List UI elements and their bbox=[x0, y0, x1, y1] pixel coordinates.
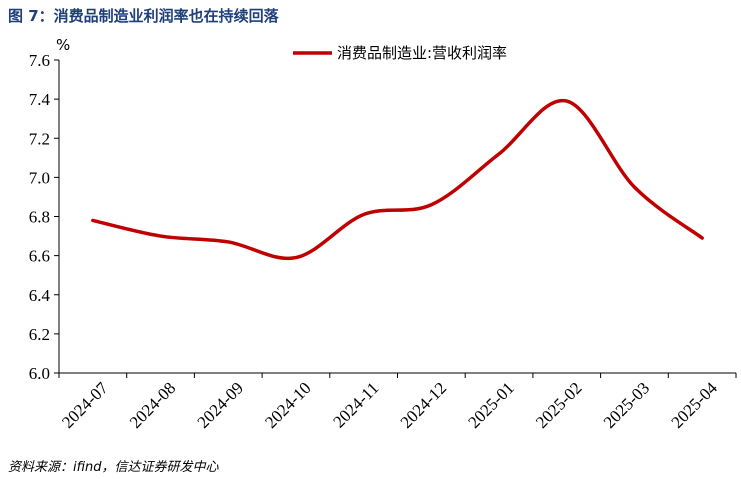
data-point bbox=[227, 240, 230, 244]
data-point bbox=[91, 219, 95, 222]
y-tick-label: 7.0 bbox=[29, 168, 50, 187]
x-tick-label: 2024-11 bbox=[329, 378, 382, 431]
x-tick-label: 2024-09 bbox=[194, 378, 248, 432]
data-point bbox=[159, 234, 162, 238]
x-tick-label: 2024-08 bbox=[126, 378, 180, 432]
y-tick-label: 6.0 bbox=[29, 364, 50, 383]
figure-title: 图 7：消费品制造业利润率也在持续回落 bbox=[8, 7, 279, 25]
data-point bbox=[700, 236, 704, 240]
y-tick-label: 6.2 bbox=[29, 325, 50, 344]
y-tick-label: 6.8 bbox=[29, 208, 50, 227]
series-layer bbox=[91, 98, 704, 261]
x-tick-label: 2024-07 bbox=[58, 378, 112, 432]
data-point bbox=[565, 99, 568, 103]
data-point bbox=[497, 152, 501, 156]
y-axis-ticks: 6.0 6.2 6.4 6.6 6.8 7.0 7.2 7.4 7.6 bbox=[29, 51, 59, 383]
x-tick-label: 2025-01 bbox=[464, 378, 518, 432]
data-point bbox=[633, 185, 636, 189]
x-tick-label: 2024-10 bbox=[261, 378, 315, 432]
y-tick-label: 7.6 bbox=[29, 51, 50, 70]
x-tick-label: 2025-04 bbox=[667, 378, 721, 432]
y-tick-label: 6.4 bbox=[29, 286, 51, 305]
data-point bbox=[294, 256, 298, 259]
y-tick-label: 6.6 bbox=[29, 247, 50, 266]
x-tick-label: 2025-02 bbox=[532, 378, 586, 432]
chart-axes: % bbox=[56, 36, 736, 374]
figure-source: 资料来源：ifind，信达证券研发中心 bbox=[8, 460, 219, 475]
y-tick-label: 7.4 bbox=[29, 90, 51, 109]
x-tick-label: 2025-03 bbox=[600, 378, 654, 432]
legend-label: 消费品制造业:营收利润率 bbox=[337, 44, 507, 62]
y-axis-unit: % bbox=[56, 36, 70, 54]
data-point bbox=[362, 213, 365, 216]
x-tick-label: 2024-12 bbox=[397, 378, 451, 432]
x-axis-ticks: 2024-07 2024-08 2024-09 2024-10 2024-11 2024-… bbox=[58, 373, 737, 432]
legend: 消费品制造业:营收利润率 bbox=[293, 44, 507, 62]
series-line bbox=[91, 98, 704, 261]
y-tick-label: 7.2 bbox=[29, 129, 50, 148]
data-point bbox=[430, 203, 433, 206]
